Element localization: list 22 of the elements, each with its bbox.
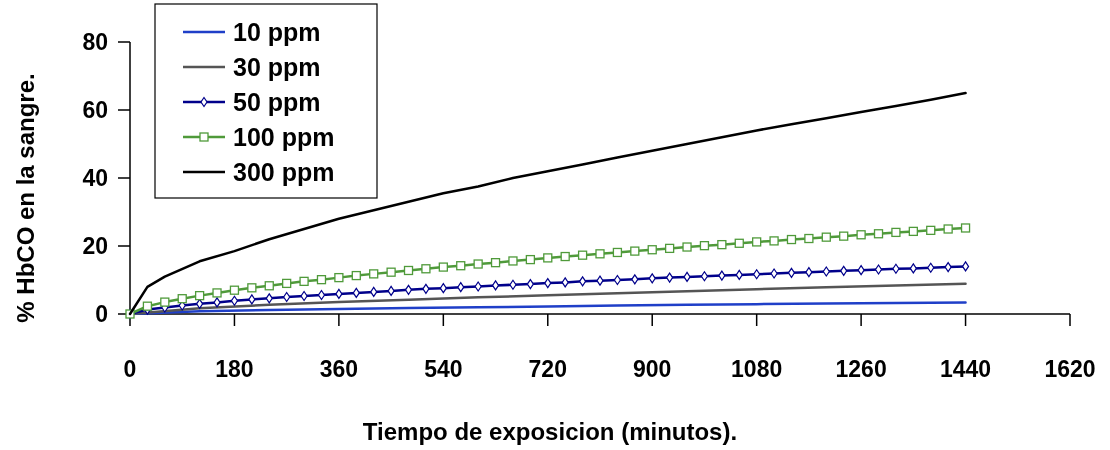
y-tick-label: 40 — [82, 165, 108, 191]
x-tick-label: 1260 — [835, 356, 887, 382]
y-tick-label: 80 — [82, 29, 108, 55]
x-tick-label: 720 — [528, 356, 567, 382]
x-tick-label: 0 — [123, 356, 137, 382]
legend-label: 30 ppm — [233, 53, 321, 81]
legend-label: 10 ppm — [233, 18, 321, 46]
legend-label: 50 ppm — [233, 88, 321, 116]
y-tick-label: 60 — [82, 97, 108, 123]
y-tick-label: 0 — [95, 301, 108, 327]
x-tick-label: 1620 — [1044, 356, 1096, 382]
x-tick-label: 1080 — [731, 356, 783, 382]
x-tick-label: 180 — [215, 356, 254, 382]
y-axis-title: % HbCO en la sangre. — [12, 73, 39, 323]
legend-label: 300 ppm — [233, 158, 335, 186]
x-tick-label: 1440 — [939, 356, 992, 382]
x-tick-label: 900 — [633, 356, 672, 382]
x-axis-title: Tiempo de exposicion (minutos). — [362, 418, 738, 445]
legend-label: 100 ppm — [233, 123, 335, 151]
y-tick-label: 20 — [82, 233, 108, 259]
x-tick-label: 540 — [424, 356, 463, 382]
x-tick-label: 360 — [319, 356, 359, 382]
